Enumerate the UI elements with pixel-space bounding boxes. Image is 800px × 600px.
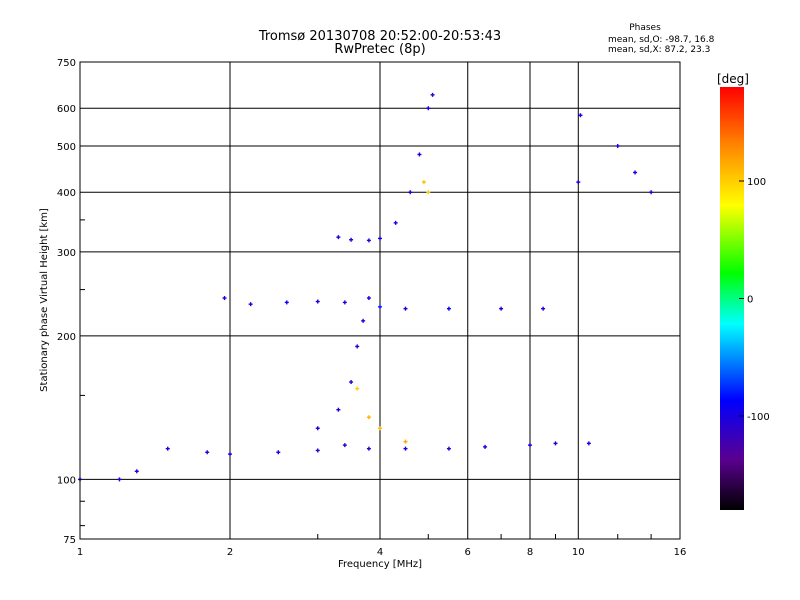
data-point [426, 106, 431, 111]
data-point [315, 299, 320, 304]
data-point [355, 386, 360, 391]
colorbar-tick-label: 100 [747, 177, 766, 188]
x-axis-label: Frequency [MHz] [338, 559, 422, 570]
data-point [446, 446, 451, 451]
data-point [349, 380, 354, 385]
x-tick-label: 1 [77, 547, 83, 558]
data-point [403, 439, 408, 444]
data-point [633, 170, 638, 175]
data-point [417, 152, 422, 157]
data-point [117, 477, 122, 482]
y-axis-ticks: 75 100 200 300 400 500 600 750 [57, 58, 85, 546]
data-point [248, 302, 253, 307]
data-point [165, 446, 170, 451]
data-point [361, 318, 366, 323]
x-tick-label: 6 [465, 547, 471, 558]
y-tick-label: 500 [57, 142, 76, 153]
data-point [649, 190, 654, 195]
data-point [378, 236, 382, 241]
data-point [315, 448, 320, 453]
data-point [205, 450, 210, 455]
data-point [336, 235, 341, 240]
data-point [499, 306, 504, 311]
data-point [426, 190, 431, 195]
data-point [586, 441, 591, 446]
chart-subtitle: RwPretec (8p) [334, 42, 425, 57]
x-axis-ticks: 1 2 4 6 8 10 16 [77, 534, 687, 558]
phase-stats-heading: Phases [629, 23, 661, 33]
data-point [403, 306, 408, 311]
phase-stats-x: mean, sd,X: 87.2, 23.3 [608, 45, 710, 55]
data-point [366, 238, 371, 243]
data-point [222, 296, 227, 301]
data-point [134, 469, 139, 474]
y-tick-label: 400 [57, 188, 76, 199]
data-point [421, 180, 426, 185]
data-point [541, 306, 546, 311]
x-tick-label: 2 [227, 547, 233, 558]
data-point [615, 143, 620, 148]
data-point [553, 441, 558, 446]
data-point [342, 443, 347, 448]
data-point [393, 220, 398, 225]
data-point [276, 450, 281, 455]
colorbar-tick-label: -100 [747, 412, 770, 423]
y-tick-label: 75 [63, 535, 76, 546]
x-tick-label: 4 [377, 547, 383, 558]
colorbar-ticks: 100 0 -100 [739, 177, 770, 423]
x-tick-label: 8 [527, 547, 533, 558]
data-point [355, 344, 360, 349]
chart-title: Tromsø 20130708 20:52:00-20:53:43 [258, 29, 501, 44]
data-point [483, 444, 488, 449]
data-point [366, 296, 371, 301]
data-point [378, 426, 382, 431]
data-point [430, 92, 435, 97]
data-point [228, 452, 232, 457]
data-point [342, 300, 347, 305]
data-point [578, 113, 583, 118]
data-point [446, 306, 451, 311]
y-tick-label: 600 [57, 104, 76, 115]
data-point [366, 415, 371, 420]
data-point [403, 446, 408, 451]
x-tick-label: 10 [572, 547, 585, 558]
data-point [576, 180, 581, 185]
y-tick-label: 750 [57, 58, 76, 69]
y-axis-label: Stationary phase Virtual Height [km] [39, 208, 50, 392]
data-point [349, 237, 354, 242]
data-point [528, 443, 532, 448]
data-point [336, 407, 341, 412]
data-point [315, 426, 320, 431]
colorbar-tick-label: 0 [747, 295, 753, 306]
y-tick-label: 300 [57, 248, 76, 259]
phase-stats-o: mean, sd,O: -98.7, 16.8 [608, 35, 715, 45]
data-point [366, 446, 371, 451]
grid [79, 62, 681, 539]
y-tick-label: 100 [57, 475, 76, 486]
x-tick-label: 16 [674, 547, 687, 558]
colorbar-label: [deg] [717, 72, 749, 86]
data-point [378, 304, 382, 309]
y-tick-label: 200 [57, 332, 76, 343]
plot-frame [79, 61, 681, 540]
data-points [78, 92, 654, 482]
data-point [284, 300, 289, 305]
data-point [408, 190, 413, 195]
